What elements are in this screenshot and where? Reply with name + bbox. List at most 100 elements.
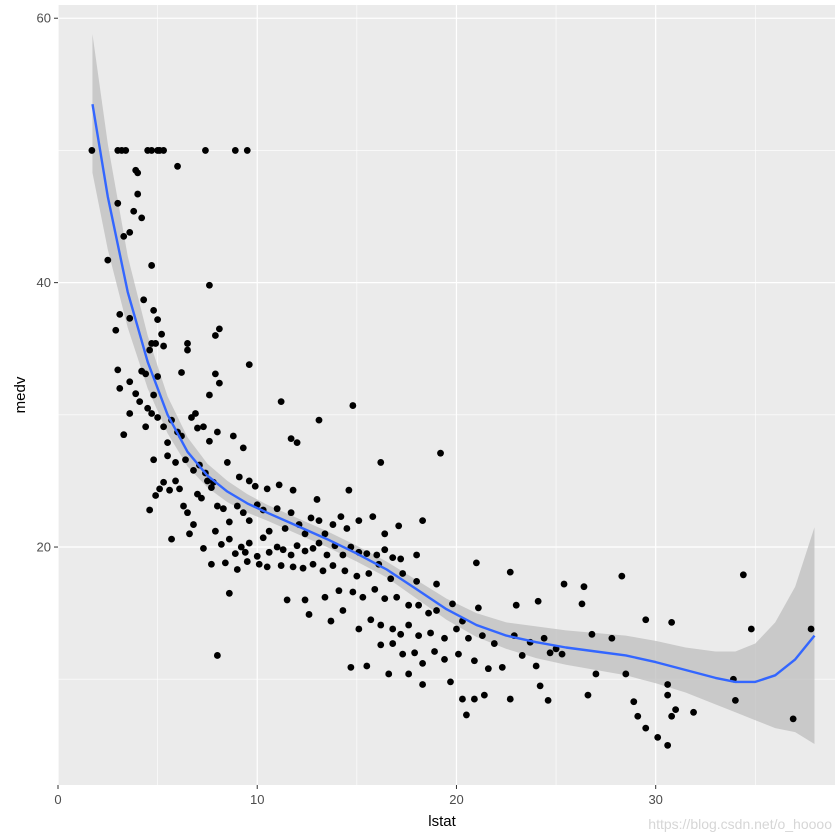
data-point: [449, 600, 456, 608]
data-point: [731, 696, 739, 704]
data-point: [114, 199, 122, 207]
data-point: [558, 650, 566, 658]
data-point: [172, 459, 179, 466]
data-point: [478, 632, 486, 640]
data-point: [512, 601, 520, 609]
data-point: [245, 477, 253, 485]
data-point: [114, 366, 122, 374]
data-point: [339, 551, 347, 559]
data-point: [213, 428, 221, 436]
data-point: [160, 423, 167, 431]
data-point: [184, 509, 191, 517]
data-point: [431, 648, 438, 655]
data-point: [301, 530, 309, 538]
data-point: [215, 325, 223, 333]
data-point: [130, 207, 138, 215]
data-point: [399, 570, 407, 577]
data-point: [279, 546, 287, 554]
data-point: [176, 485, 183, 493]
data-point: [309, 560, 317, 568]
data-point: [223, 459, 231, 466]
data-point: [634, 712, 642, 720]
data-point: [217, 540, 225, 548]
data-point: [198, 494, 205, 502]
data-point: [397, 555, 405, 563]
x-tick-label: 0: [54, 792, 61, 807]
data-point: [381, 595, 389, 602]
data-point: [208, 560, 215, 568]
x-tick-label: 30: [648, 792, 662, 807]
data-point: [560, 580, 568, 588]
data-point: [618, 572, 626, 580]
data-point: [289, 486, 297, 494]
data-point: [293, 542, 301, 550]
data-point: [158, 330, 166, 338]
data-point: [275, 481, 283, 489]
data-point: [164, 452, 171, 460]
data-point: [399, 650, 407, 658]
data-point: [148, 147, 156, 154]
data-point: [253, 552, 261, 560]
data-point: [164, 439, 171, 446]
data-point: [447, 678, 454, 686]
data-point: [337, 513, 345, 521]
data-point: [622, 670, 630, 678]
y-tick-label: 60: [37, 11, 51, 26]
data-point: [642, 616, 650, 624]
data-point: [148, 410, 156, 417]
data-point: [116, 310, 124, 318]
data-point: [664, 741, 672, 749]
data-point: [433, 607, 440, 614]
data-point: [313, 496, 321, 503]
x-tick-label: 10: [250, 792, 264, 807]
data-point: [319, 567, 327, 575]
data-point: [437, 449, 444, 457]
data-point: [544, 696, 552, 704]
data-point: [156, 485, 164, 493]
data-point: [353, 572, 361, 580]
data-point: [142, 423, 150, 431]
data-point: [142, 370, 150, 378]
data-point: [287, 509, 295, 517]
data-point: [206, 391, 213, 399]
data-point: [277, 562, 285, 569]
data-point: [389, 554, 397, 562]
minor-gridlines: [58, 5, 835, 785]
data-point: [245, 517, 253, 524]
data-point: [273, 505, 281, 513]
data-point: [239, 509, 247, 517]
data-point: [546, 649, 554, 657]
data-point: [160, 478, 167, 486]
data-point: [126, 228, 134, 236]
data-point: [200, 544, 207, 552]
data-point: [415, 601, 423, 609]
data-point: [419, 681, 426, 688]
data-point: [580, 583, 588, 591]
data-point: [369, 513, 377, 521]
data-point: [263, 485, 271, 493]
data-point: [88, 147, 96, 154]
data-point: [789, 715, 797, 723]
data-point: [405, 670, 413, 678]
data-point: [184, 346, 191, 354]
data-point: [305, 611, 313, 618]
axes: 0 10 20 30 20 40 60: [37, 11, 663, 807]
data-point: [152, 492, 160, 499]
data-point: [146, 346, 154, 354]
data-point: [470, 695, 478, 703]
data-point: [233, 566, 241, 573]
data-point: [807, 625, 815, 633]
data-point: [160, 147, 167, 154]
data-point: [134, 190, 142, 198]
data-point: [490, 640, 498, 647]
data-point: [138, 214, 146, 222]
data-point: [190, 466, 197, 474]
data-point: [355, 625, 363, 633]
data-point: [347, 663, 355, 671]
data-point: [225, 518, 233, 526]
data-point: [136, 398, 144, 406]
data-point: [345, 486, 353, 494]
smooth-line: [91, 104, 816, 684]
data-point: [377, 641, 385, 649]
data-point: [150, 456, 158, 464]
